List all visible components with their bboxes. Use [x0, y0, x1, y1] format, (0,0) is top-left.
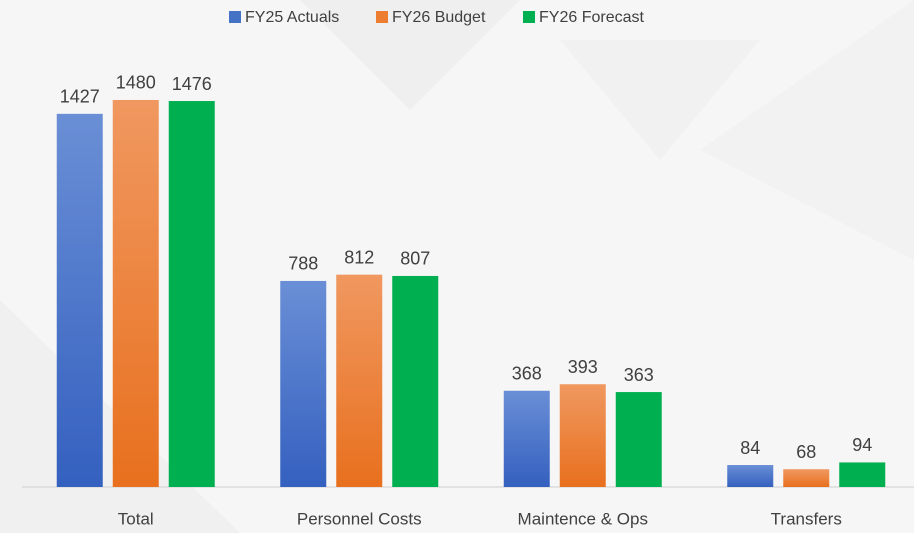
- x-tick-label: Transfers: [771, 509, 842, 528]
- bar: [280, 280, 327, 487]
- bar: [783, 469, 830, 487]
- bar: [168, 101, 215, 487]
- value-label: 1480: [116, 73, 156, 93]
- bg-shape: [300, 0, 520, 110]
- value-label: 812: [344, 247, 374, 267]
- legend-swatch: [229, 11, 241, 23]
- value-label: 807: [400, 249, 430, 269]
- legend-label: FY25 Actuals: [245, 9, 339, 26]
- bar: [112, 99, 159, 487]
- value-label: 68: [796, 442, 816, 462]
- bar: [392, 275, 439, 487]
- bar: [336, 274, 383, 487]
- bg-shape: [700, 0, 914, 260]
- bar: [503, 390, 550, 487]
- legend-label: FY26 Budget: [392, 9, 486, 26]
- bg-shape: [560, 40, 760, 160]
- value-label: 1476: [172, 74, 212, 94]
- value-label: 368: [512, 364, 542, 384]
- bar: [559, 384, 606, 487]
- value-label: 363: [624, 365, 654, 385]
- value-label: 393: [568, 357, 598, 377]
- bar: [615, 392, 662, 487]
- value-label: 1427: [60, 87, 100, 107]
- x-tick-label: Maintence & Ops: [518, 509, 648, 528]
- x-tick-label: Total: [118, 509, 154, 528]
- x-tick-label: Personnel Costs: [297, 509, 422, 528]
- legend-label: FY26 Forecast: [539, 9, 644, 26]
- legend-swatch: [523, 11, 535, 23]
- value-label: 788: [288, 254, 318, 274]
- bar: [727, 465, 774, 487]
- bar: [839, 462, 886, 487]
- value-label: 94: [852, 435, 872, 455]
- value-label: 84: [740, 438, 760, 458]
- legend-swatch: [376, 11, 388, 23]
- bar: [56, 113, 103, 487]
